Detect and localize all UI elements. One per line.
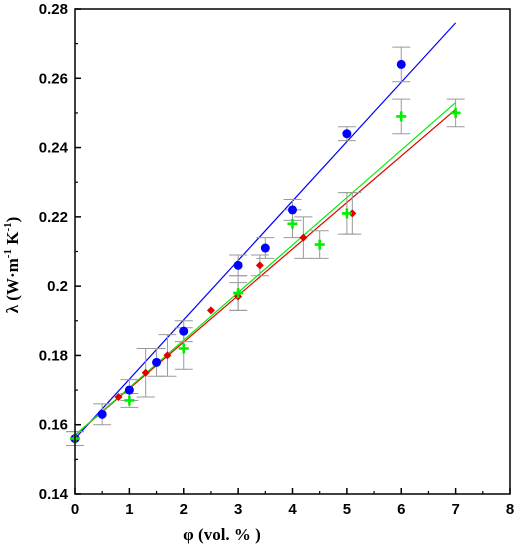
data-point-diamond — [141, 368, 150, 377]
y-tick-label: 0.28 — [39, 1, 68, 18]
y-tick-label: 0.24 — [39, 140, 69, 157]
data-point-circle — [233, 260, 243, 270]
data-point-plus — [314, 239, 325, 250]
data-point-circle — [288, 205, 297, 215]
data-markers — [70, 59, 461, 444]
y-axis-label-suffix: ) — [3, 217, 22, 223]
x-tick-label: 7 — [451, 501, 459, 518]
x-tick-label: 5 — [343, 501, 351, 518]
y-axis-label: λ (W·m-1 K-1) — [2, 217, 22, 314]
x-axis-label: φ (vol. % ) — [183, 525, 261, 544]
data-point-diamond — [299, 233, 308, 242]
y-axis-label-prefix: λ (W·m — [3, 258, 22, 313]
data-point-plus — [178, 343, 189, 354]
data-point-diamond — [114, 393, 123, 401]
data-point-circle — [124, 385, 134, 395]
y-tick-label: 0.16 — [39, 417, 68, 434]
data-point-plus — [450, 107, 461, 118]
y-tick-label: 0.26 — [39, 70, 68, 87]
data-point-circle — [152, 357, 162, 367]
data-point-plus — [233, 288, 244, 299]
data-point-plus — [396, 111, 407, 122]
fit-lines — [74, 22, 457, 439]
data-point-circle — [97, 409, 107, 419]
data-point-plus — [287, 218, 298, 229]
x-tick-label: 4 — [288, 501, 297, 518]
x-tick-label: 0 — [71, 501, 79, 518]
fit-line — [74, 109, 457, 436]
data-point-circle — [396, 59, 406, 69]
y-tick-label: 0.14 — [39, 486, 69, 503]
data-point-diamond — [348, 209, 357, 218]
fit-line — [74, 22, 457, 439]
data-point-plus — [124, 395, 135, 406]
x-axis-ticks: 0 1 2 3 4 5 6 7 8 — [71, 488, 514, 518]
x-tick-label: 8 — [506, 501, 514, 518]
x-tick-label: 1 — [125, 501, 133, 518]
y-tick-label: 0.2 — [47, 278, 68, 295]
fit-line — [74, 102, 457, 436]
data-point-diamond — [255, 261, 264, 270]
y-tick-label: 0.22 — [39, 209, 68, 226]
data-point-circle — [342, 129, 352, 139]
y-tick-label: 0.18 — [39, 347, 68, 364]
x-tick-label: 3 — [234, 501, 242, 518]
data-point-plus — [341, 208, 352, 219]
y-axis-label-exp2: -1 — [2, 222, 14, 231]
y-axis-label-exp1: -1 — [2, 249, 14, 258]
y-axis-ticks: 0.14 0.16 0.18 0.2 0.22 0.24 0.26 0.28 — [39, 1, 81, 503]
x-tick-label: 6 — [397, 501, 405, 518]
data-point-circle — [260, 243, 270, 253]
y-axis-label-mid: K — [3, 231, 22, 249]
plot-area-frame — [74, 8, 511, 495]
data-point-circle — [179, 326, 189, 336]
x-tick-label: 2 — [180, 501, 188, 518]
data-point-diamond — [206, 306, 215, 315]
data-point-diamond — [163, 351, 172, 360]
